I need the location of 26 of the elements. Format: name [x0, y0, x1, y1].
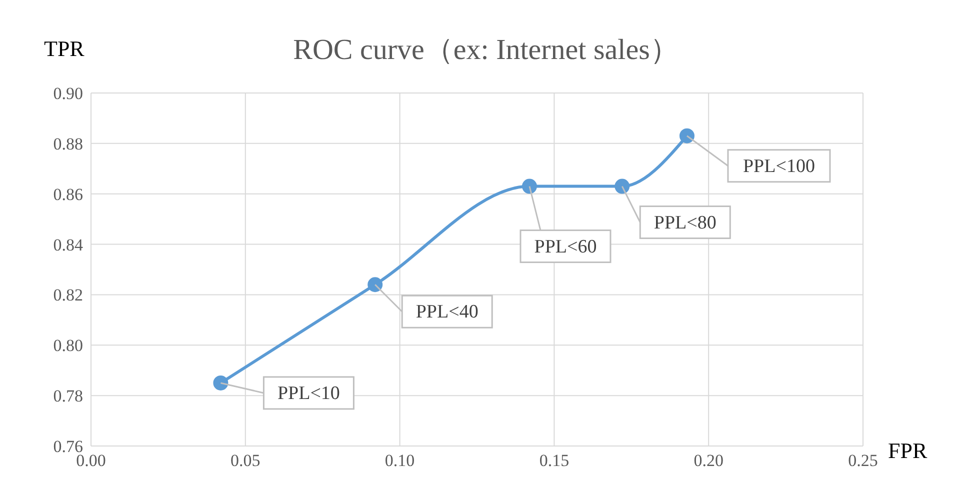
annotation: PPL<60 [534, 236, 597, 258]
x-tick-label: 0.10 [384, 451, 415, 470]
y-tick-label: 0.90 [53, 84, 83, 104]
x-tick-label: 0.15 [539, 451, 570, 470]
y-tick-label: 0.84 [53, 235, 84, 254]
y-tick-label: 0.82 [53, 286, 83, 305]
point [679, 128, 694, 144]
x-tick-label: 0.20 [694, 451, 724, 470]
y-tick-label: 0.88 [53, 134, 83, 154]
annotation: PPL<80 [654, 212, 716, 234]
point [614, 178, 630, 194]
annotation: PPL<10 [277, 382, 340, 404]
point [368, 277, 383, 292]
x-tick-label: 0.05 [230, 451, 260, 470]
x-axis-title: FPR [888, 438, 928, 464]
x-tick-label: 0.25 [848, 451, 878, 470]
point [522, 178, 537, 194]
y-axis-title: TPR [44, 36, 84, 62]
annotation: PPL<100 [743, 156, 815, 177]
x-tick-label: 0.00 [76, 451, 106, 470]
point [213, 375, 228, 390]
y-tick-label: 0.86 [53, 184, 83, 204]
y-tick-label: 0.78 [53, 386, 83, 406]
y-tick-label: 0.80 [53, 336, 83, 356]
chart-title: ROC curve（ex: Internet sales） [293, 34, 679, 66]
annotation: PPL<40 [416, 302, 478, 323]
